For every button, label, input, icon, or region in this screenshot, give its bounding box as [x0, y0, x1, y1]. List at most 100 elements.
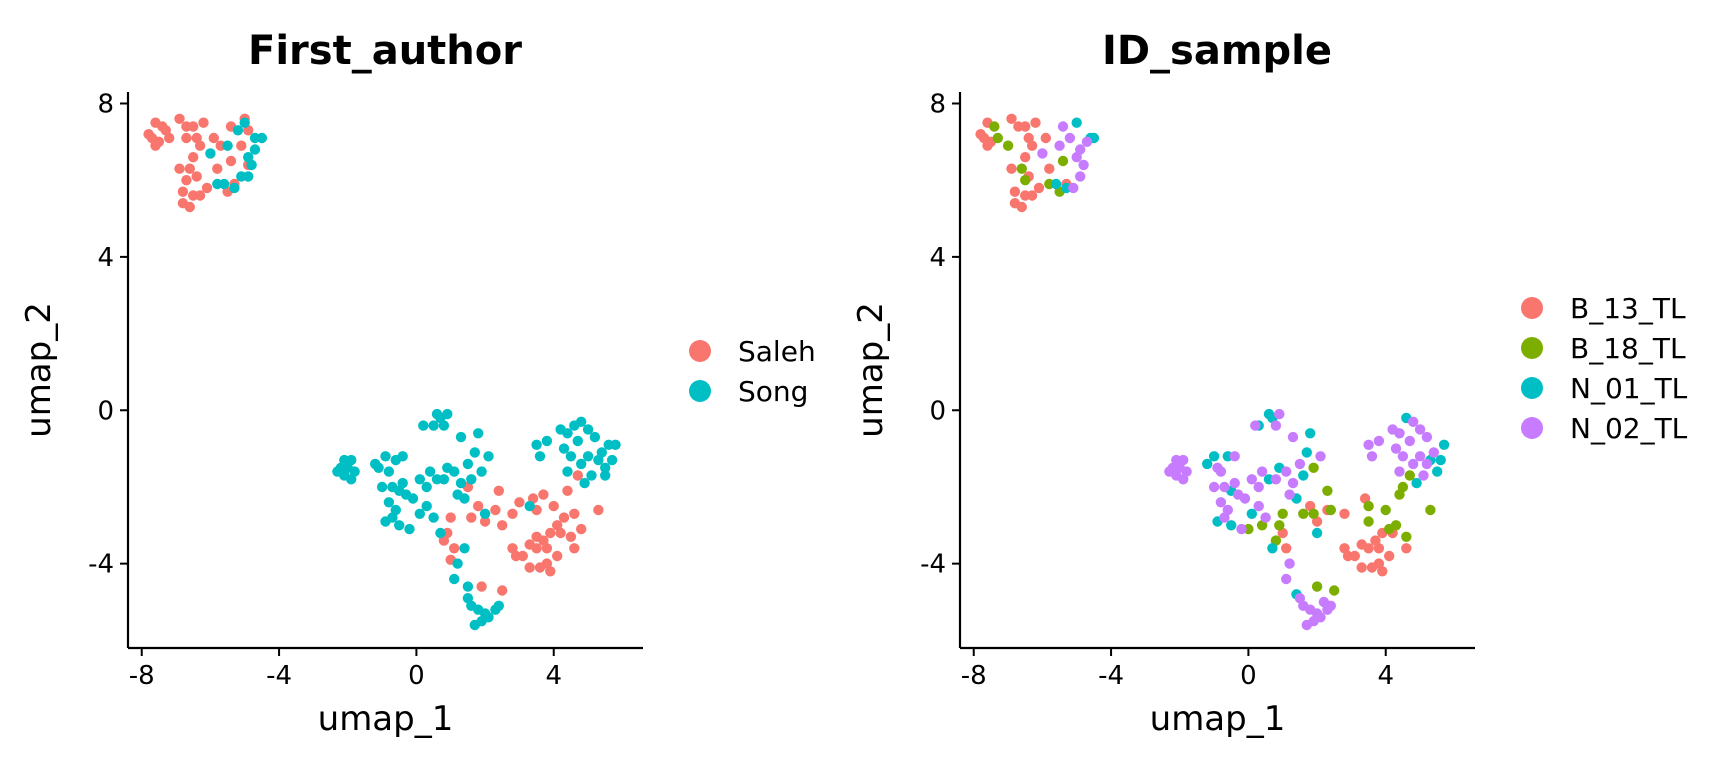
- point-song: [428, 512, 439, 523]
- x-tick-label: -4: [1098, 661, 1124, 691]
- point-n-01-tl: [1202, 458, 1213, 470]
- point-saleh: [143, 129, 154, 140]
- point-song: [380, 451, 391, 462]
- point-saleh: [164, 132, 175, 144]
- point-saleh: [569, 508, 580, 519]
- point-b-13-tl: [1026, 190, 1038, 201]
- point-song: [479, 508, 491, 519]
- point-n-02-tl: [1408, 458, 1419, 470]
- point-saleh: [479, 516, 491, 527]
- point-song: [205, 148, 216, 159]
- point-saleh: [177, 186, 189, 197]
- point-song: [600, 470, 611, 481]
- point-b-18-tl: [1308, 462, 1319, 473]
- point-song: [483, 612, 494, 623]
- point-n-02-tl: [1215, 466, 1227, 477]
- point-n-02-tl: [1081, 136, 1093, 147]
- point-song: [589, 431, 601, 443]
- point-song: [582, 451, 594, 462]
- legend-key-saleh: [689, 340, 711, 362]
- point-song: [541, 435, 553, 447]
- x-axis-title: umap_1: [1150, 699, 1286, 739]
- point-song: [586, 470, 597, 481]
- x-tick-label: -8: [129, 661, 155, 691]
- point-b-18-tl: [1019, 175, 1031, 186]
- point-song: [593, 454, 604, 466]
- point-saleh: [514, 497, 525, 508]
- point-song: [455, 477, 467, 489]
- point-b-13-tl: [1026, 140, 1038, 151]
- point-saleh: [552, 550, 563, 562]
- point-n-02-tl: [1208, 481, 1220, 493]
- point-saleh: [191, 171, 202, 182]
- point-song: [376, 481, 388, 493]
- point-b-18-tl: [1329, 585, 1340, 596]
- point-b-18-tl: [1363, 500, 1374, 512]
- point-n-02-tl: [1239, 493, 1251, 504]
- point-n-01-tl: [1432, 466, 1443, 477]
- point-n-02-tl: [1229, 451, 1240, 462]
- point-n-02-tl: [1294, 593, 1306, 604]
- point-n-02-tl: [1246, 474, 1258, 485]
- legend-label-n-01-tl: N_01_TL: [1570, 372, 1688, 405]
- point-b-18-tl: [989, 121, 1000, 132]
- point-n-02-tl: [1236, 523, 1247, 535]
- point-n-02-tl: [1057, 121, 1069, 132]
- point-n-02-tl: [1390, 443, 1402, 454]
- point-n-02-tl: [1315, 451, 1326, 462]
- point-b-13-tl: [1016, 201, 1027, 213]
- point-n-01-tl: [1226, 520, 1237, 531]
- x-tick-label: -4: [266, 661, 292, 691]
- point-saleh: [545, 527, 556, 539]
- point-song: [576, 416, 587, 427]
- point-n-02-tl: [1270, 420, 1282, 431]
- point-b-13-tl: [975, 129, 986, 140]
- point-song: [572, 435, 583, 447]
- point-song: [582, 424, 594, 435]
- point-b-18-tl: [1322, 485, 1333, 496]
- point-song: [232, 125, 244, 136]
- point-n-02-tl: [1284, 489, 1295, 500]
- point-b-13-tl: [1349, 550, 1361, 562]
- point-saleh: [593, 504, 604, 516]
- point-saleh: [576, 523, 587, 535]
- point-b-13-tl: [1401, 543, 1412, 554]
- y-tick-label: 8: [929, 90, 946, 120]
- point-n-01-tl: [1311, 527, 1323, 539]
- point-n-02-tl: [1287, 431, 1299, 443]
- point-song: [469, 447, 480, 458]
- point-n-02-tl: [1068, 182, 1079, 194]
- x-tick-label: 4: [1377, 661, 1394, 691]
- x-tick-label: 0: [408, 661, 425, 691]
- point-saleh: [194, 140, 206, 151]
- point-n-02-tl: [1294, 458, 1306, 470]
- y-axis-title: umap_2: [851, 302, 891, 438]
- point-n-02-tl: [1260, 512, 1271, 523]
- point-n-02-tl: [1414, 424, 1426, 435]
- point-saleh: [572, 470, 583, 481]
- point-n-02-tl: [1229, 477, 1240, 489]
- point-saleh: [538, 489, 549, 500]
- point-saleh: [449, 543, 460, 554]
- point-song: [421, 481, 432, 493]
- point-n-02-tl: [1421, 458, 1433, 470]
- point-n-02-tl: [1318, 596, 1330, 608]
- point-saleh: [188, 152, 199, 163]
- point-saleh: [548, 500, 559, 512]
- point-n-01-tl: [1305, 428, 1316, 439]
- point-b-13-tl: [1040, 132, 1052, 144]
- point-n-02-tl: [1281, 573, 1292, 585]
- point-b-13-tl: [1363, 543, 1374, 554]
- x-tick-label: 4: [545, 661, 562, 691]
- x-tick-label: -8: [961, 661, 987, 691]
- point-saleh: [569, 543, 580, 554]
- point-saleh: [225, 155, 237, 167]
- point-song: [531, 439, 542, 450]
- legend-label-saleh: Saleh: [738, 335, 816, 368]
- point-saleh: [507, 508, 518, 519]
- point-song: [414, 474, 425, 485]
- legend-key-n-01-tl: [1521, 377, 1543, 399]
- point-b-18-tl: [1380, 504, 1391, 516]
- point-saleh: [236, 140, 247, 151]
- point-song: [397, 477, 408, 489]
